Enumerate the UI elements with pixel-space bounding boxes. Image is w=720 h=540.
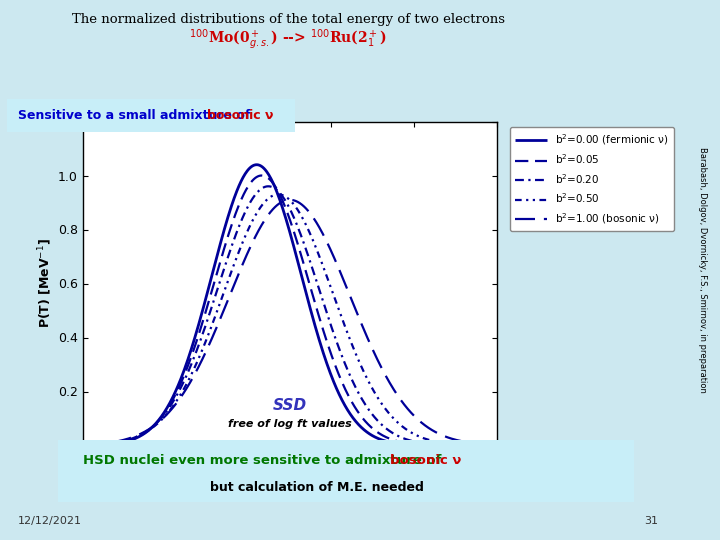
Text: 12/12/2021: 12/12/2021 [18, 516, 82, 526]
Text: The normalized distributions of the total energy of two electrons: The normalized distributions of the tota… [71, 14, 505, 26]
Text: bosonic ν: bosonic ν [390, 454, 461, 467]
Text: $^{100}$Mo(0$^+_{g.s.}$) --> $^{100}$Ru(2$^+_1$): $^{100}$Mo(0$^+_{g.s.}$) --> $^{100}$Ru(… [189, 27, 387, 51]
Text: HSD nuclei even more sensitive to admixture of: HSD nuclei even more sensitive to admixt… [83, 454, 446, 467]
Text: bosonic ν: bosonic ν [207, 109, 273, 122]
Legend: b$^2$=0.00 (fermionic ν), b$^2$=0.05, b$^2$=0.20, b$^2$=0.50, b$^2$=1.00 (bosoni: b$^2$=0.00 (fermionic ν), b$^2$=0.05, b$… [510, 127, 674, 231]
Text: Sensitive to a small admixture of: Sensitive to a small admixture of [18, 109, 255, 122]
Text: Barabash, Dolgov, Dvornicky, F.S., Smirnov, in preparation: Barabash, Dolgov, Dvornicky, F.S., Smirn… [698, 147, 706, 393]
X-axis label: T [MeV]: T [MeV] [259, 468, 320, 482]
Y-axis label: P(T) [MeV$^{-1}$]: P(T) [MeV$^{-1}$] [36, 239, 54, 328]
Text: SSD: SSD [273, 399, 307, 414]
Text: 31: 31 [644, 516, 658, 526]
Text: but calculation of M.E. needed: but calculation of M.E. needed [210, 481, 424, 494]
Text: free of log ft values: free of log ft values [228, 418, 351, 429]
